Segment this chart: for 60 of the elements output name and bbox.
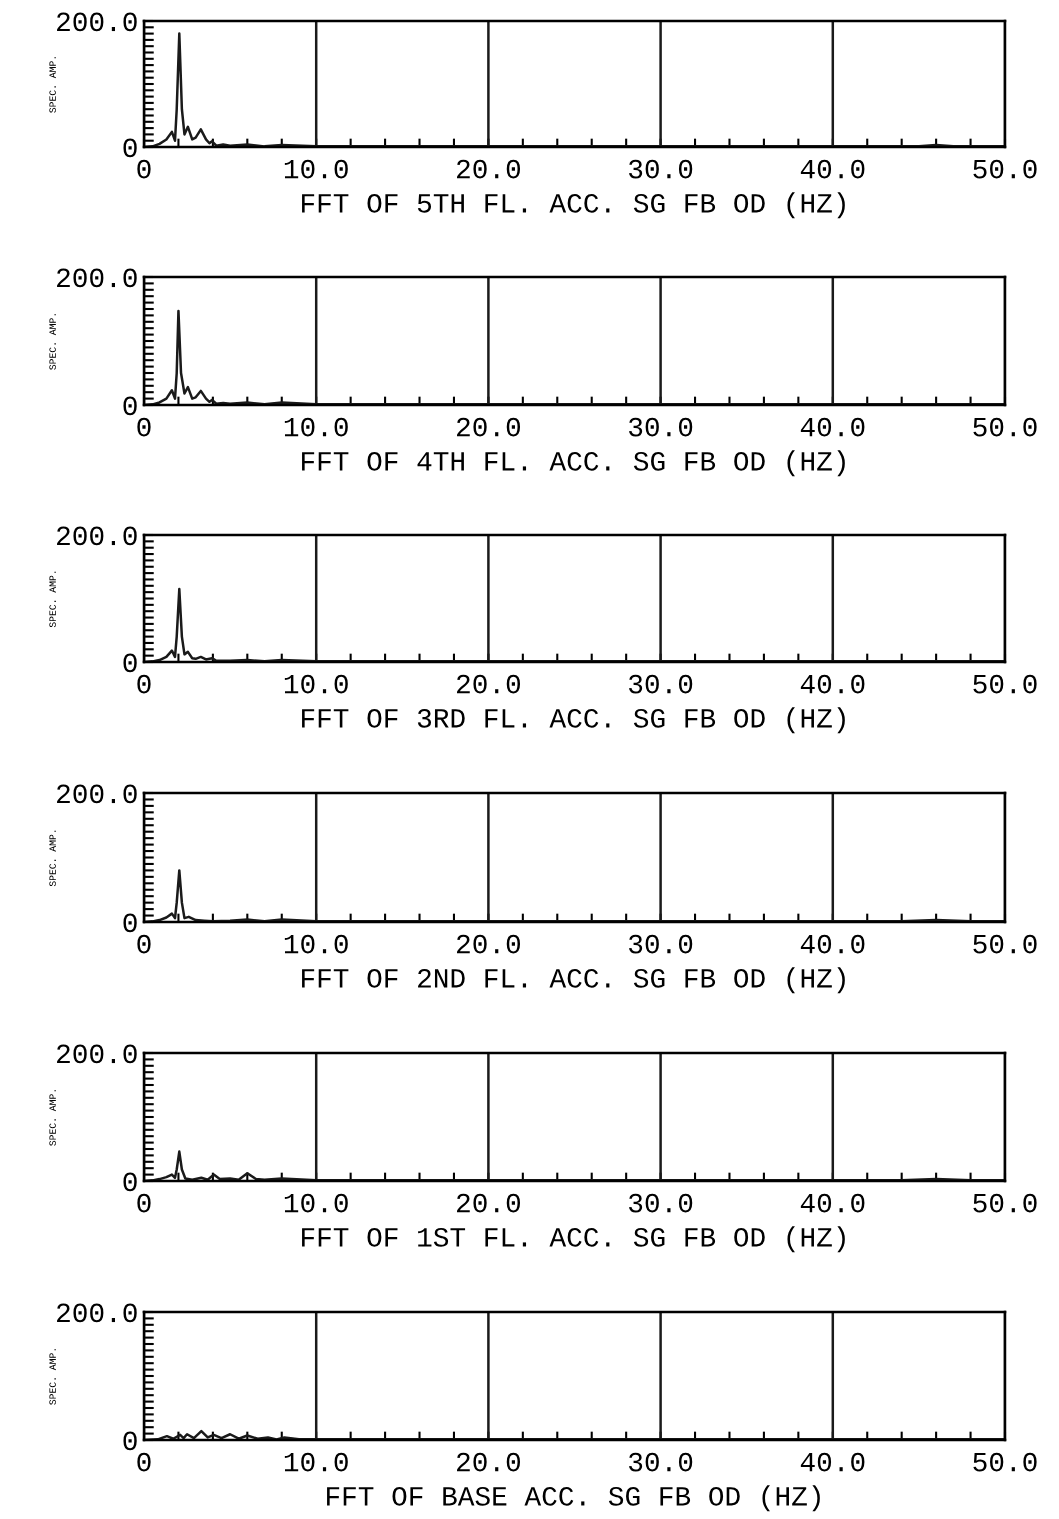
x-tick-label: 10.0 bbox=[284, 1452, 348, 1472]
x-tick-label: 30.0 bbox=[628, 1452, 693, 1472]
x-axis-title: FFT OF 3RD FL. ACC. SG FB OD (HZ) bbox=[302, 707, 845, 734]
y-axis-title: SPEC. AMP. bbox=[49, 1090, 56, 1146]
x-tick-label: 20.0 bbox=[457, 417, 521, 437]
x-tick-label: 50.0 bbox=[973, 1452, 1037, 1472]
x-axis-title: FFT OF 5TH FL. ACC. SG FB OD (HZ) bbox=[302, 192, 845, 219]
y-tick-label: 200.0 bbox=[57, 268, 137, 288]
x-tick-label: 40.0 bbox=[800, 417, 865, 437]
x-tick-label: 0 bbox=[137, 1452, 151, 1472]
y-axis-title: SPEC. AMP. bbox=[49, 571, 56, 628]
x-tick-label: 50.0 bbox=[973, 417, 1037, 437]
y-tick-label: 0 bbox=[123, 653, 137, 673]
x-axis-title: FFT OF BASE ACC. SG FB OD (HZ) bbox=[327, 1485, 820, 1512]
x-tick-label: 30.0 bbox=[628, 417, 693, 437]
y-axis-title: SPEC. AMP. bbox=[49, 57, 56, 113]
x-tick-label: 30.0 bbox=[628, 159, 693, 179]
x-tick-label: 20.0 bbox=[457, 674, 521, 694]
x-tick-label: 0 bbox=[137, 417, 151, 437]
x-tick-label: 40.0 bbox=[800, 674, 865, 694]
x-tick-label: 40.0 bbox=[800, 1193, 865, 1213]
y-tick-label: 0 bbox=[123, 138, 137, 158]
x-tick-label: 40.0 bbox=[800, 934, 865, 954]
x-axis-title: FFT OF 2ND FL. ACC. SG FB OD (HZ) bbox=[302, 967, 845, 994]
x-tick-label: 50.0 bbox=[973, 674, 1037, 694]
x-tick-label: 0 bbox=[137, 1193, 151, 1213]
y-tick-label: 0 bbox=[123, 913, 137, 933]
x-tick-label: 20.0 bbox=[457, 934, 521, 954]
x-tick-label: 20.0 bbox=[457, 1193, 521, 1213]
y-tick-label: 200.0 bbox=[57, 1044, 137, 1064]
x-axis-title: FFT OF 1ST FL. ACC. SG FB OD (HZ) bbox=[302, 1226, 845, 1253]
y-tick-label: 200.0 bbox=[57, 1303, 137, 1323]
y-tick-label: 200.0 bbox=[57, 526, 137, 546]
x-tick-label: 10.0 bbox=[284, 674, 348, 694]
x-tick-label: 10.0 bbox=[284, 1193, 348, 1213]
x-tick-label: 30.0 bbox=[628, 1193, 693, 1213]
x-tick-label: 0 bbox=[137, 159, 151, 179]
y-tick-label: 0 bbox=[123, 1172, 137, 1192]
y-tick-label: 200.0 bbox=[57, 12, 137, 32]
y-tick-label: 200.0 bbox=[57, 784, 137, 804]
x-tick-label: 20.0 bbox=[457, 1452, 521, 1472]
y-axis-title: SPEC. AMP. bbox=[49, 830, 56, 887]
x-axis-title: FFT OF 4TH FL. ACC. SG FB OD (HZ) bbox=[302, 450, 845, 477]
x-tick-label: 10.0 bbox=[284, 934, 348, 954]
x-tick-label: 0 bbox=[137, 674, 151, 694]
x-tick-label: 10.0 bbox=[284, 417, 348, 437]
x-tick-label: 50.0 bbox=[973, 934, 1037, 954]
x-tick-label: 40.0 bbox=[800, 159, 865, 179]
x-tick-label: 10.0 bbox=[284, 159, 348, 179]
y-axis-title: SPEC. AMP. bbox=[49, 1349, 56, 1405]
x-tick-label: 50.0 bbox=[973, 1193, 1037, 1213]
x-tick-label: 50.0 bbox=[973, 159, 1037, 179]
y-tick-label: 0 bbox=[123, 396, 137, 416]
x-tick-label: 0 bbox=[137, 934, 151, 954]
x-tick-label: 40.0 bbox=[800, 1452, 865, 1472]
y-tick-label: 0 bbox=[123, 1431, 137, 1451]
y-axis-title: SPEC. AMP. bbox=[49, 314, 56, 370]
x-tick-label: 30.0 bbox=[628, 934, 693, 954]
x-tick-label: 30.0 bbox=[628, 674, 693, 694]
x-tick-label: 20.0 bbox=[457, 159, 521, 179]
